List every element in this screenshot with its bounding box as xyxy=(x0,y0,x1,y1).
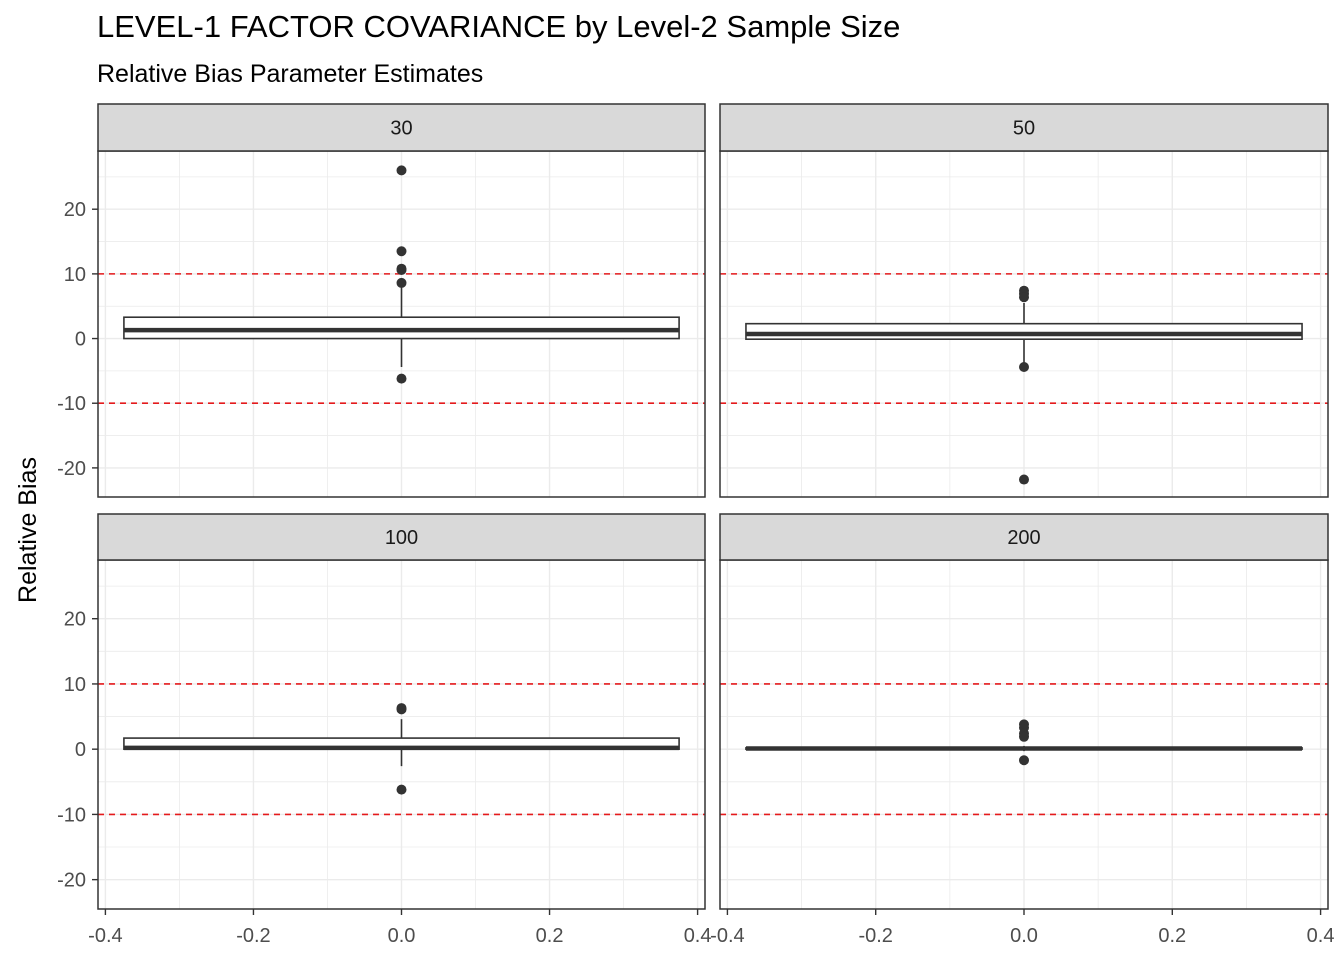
facet-panel-30: 30 -20 -10 0 10 20 xyxy=(57,103,706,498)
outlier-point xyxy=(396,165,407,176)
x-tick-label: 0.0 xyxy=(388,925,416,947)
outlier-point xyxy=(396,704,407,715)
outlier-point xyxy=(1019,474,1029,485)
x-tick-label: -0.2 xyxy=(236,925,270,947)
y-tick-label: 20 xyxy=(64,609,86,631)
box-iqr xyxy=(745,322,1303,340)
outlier-point xyxy=(396,264,407,275)
chart-subtitle: Relative Bias Parameter Estimates xyxy=(97,60,484,88)
y-tick-label: -10 xyxy=(57,804,86,826)
x-tick-label: -0.2 xyxy=(858,925,892,947)
chart-title: LEVEL-1 FACTOR COVARIANCE by Level-2 Sam… xyxy=(97,9,901,44)
y-tick-label: 10 xyxy=(64,674,86,696)
outlier-point xyxy=(1019,731,1029,742)
y-tick-label: -20 xyxy=(57,870,86,892)
x-tick-label: 0.4 xyxy=(1307,925,1335,947)
facet-panel-200: 200 -0.4 -0.2 0.0 0.2 0.4 xyxy=(710,513,1335,947)
x-tick-label: -0.4 xyxy=(710,925,744,947)
outlier-point xyxy=(1019,362,1029,373)
facet-strip-label: 200 xyxy=(1007,527,1040,549)
y-tick-label: -20 xyxy=(57,458,86,480)
y-tick-label: 20 xyxy=(64,199,86,221)
facet-strip-label: 30 xyxy=(390,118,412,140)
facet-strip-label: 50 xyxy=(1013,118,1035,140)
facet-strip xyxy=(719,103,1329,152)
facet-strip xyxy=(719,513,1329,561)
facet-strip xyxy=(97,103,706,152)
x-tick-label: 0.2 xyxy=(1158,925,1186,947)
y-tick-label: 0 xyxy=(75,739,86,761)
x-tick-label: 0.2 xyxy=(536,925,564,947)
outlier-point xyxy=(396,277,407,288)
x-tick-label: 0.4 xyxy=(684,925,712,947)
box-iqr xyxy=(123,316,680,340)
y-tick-label: 0 xyxy=(75,329,86,351)
x-tick-label: 0.0 xyxy=(1010,925,1038,947)
facet-strip-label: 100 xyxy=(385,527,418,549)
outlier-point xyxy=(396,784,407,795)
facet-panel-100: 100 -20 -10 0 10 20 -0.4 -0.2 0.0 0.2 0.4 xyxy=(57,513,712,947)
facet-strip xyxy=(97,513,706,561)
outlier-point xyxy=(396,246,407,257)
outlier-point xyxy=(396,373,407,384)
y-axis-title: Relative Bias xyxy=(14,457,42,603)
outlier-point xyxy=(1019,292,1029,303)
x-tick-label: -0.4 xyxy=(88,925,122,947)
outlier-point xyxy=(1019,755,1029,766)
y-tick-label: 10 xyxy=(64,264,86,286)
facet-panel-50: 50 xyxy=(719,103,1329,498)
y-tick-label: -10 xyxy=(57,393,86,415)
